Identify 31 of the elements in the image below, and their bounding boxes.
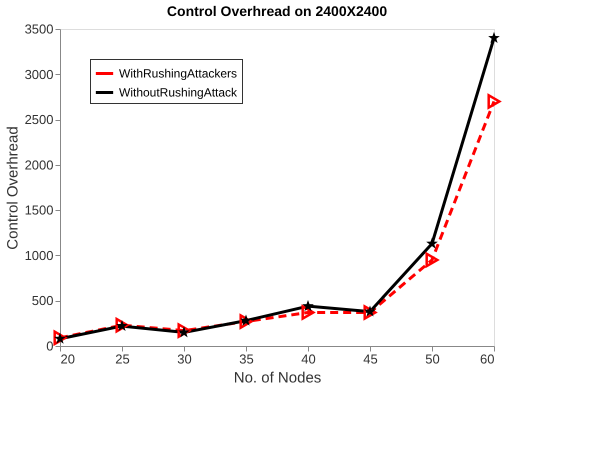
y-tick-label: 0 [46,338,54,354]
legend-label: WithRushingAttackers [119,66,238,80]
y-tick-label: 2500 [24,112,54,128]
point [302,300,314,312]
chart-title: Control Overhread on 2400X2400 [166,3,388,19]
legend-label: WithoutRushingAttack [119,86,238,100]
x-tick-label: 50 [425,352,440,366]
point [426,238,438,249]
x-tick-label: 30 [177,352,192,366]
x-tick-label: 25 [115,352,130,366]
point [301,305,315,320]
point [425,252,439,268]
x-tick-label: 40 [301,352,316,366]
y-axis-title: Control Overhread [4,126,22,250]
point [487,94,501,109]
y-tick-label: 2000 [24,157,54,172]
point [177,323,191,338]
point [488,32,500,44]
x-tick-label: 60 [480,352,494,366]
y-tick-label: 3000 [24,66,54,82]
y-tick-label: 500 [32,293,54,308]
y-tick-label: 3500 [24,22,54,36]
y-tick-label: 1000 [24,248,54,263]
x-axis-title: No. of Nodes [234,370,322,386]
x-tick-label: 20 [60,352,75,366]
y-tick-label: 1500 [24,202,54,218]
point [239,314,253,329]
x-tick-label: 35 [239,352,254,366]
point [363,305,377,320]
point [53,330,67,346]
x-tick-label: 45 [363,352,378,366]
